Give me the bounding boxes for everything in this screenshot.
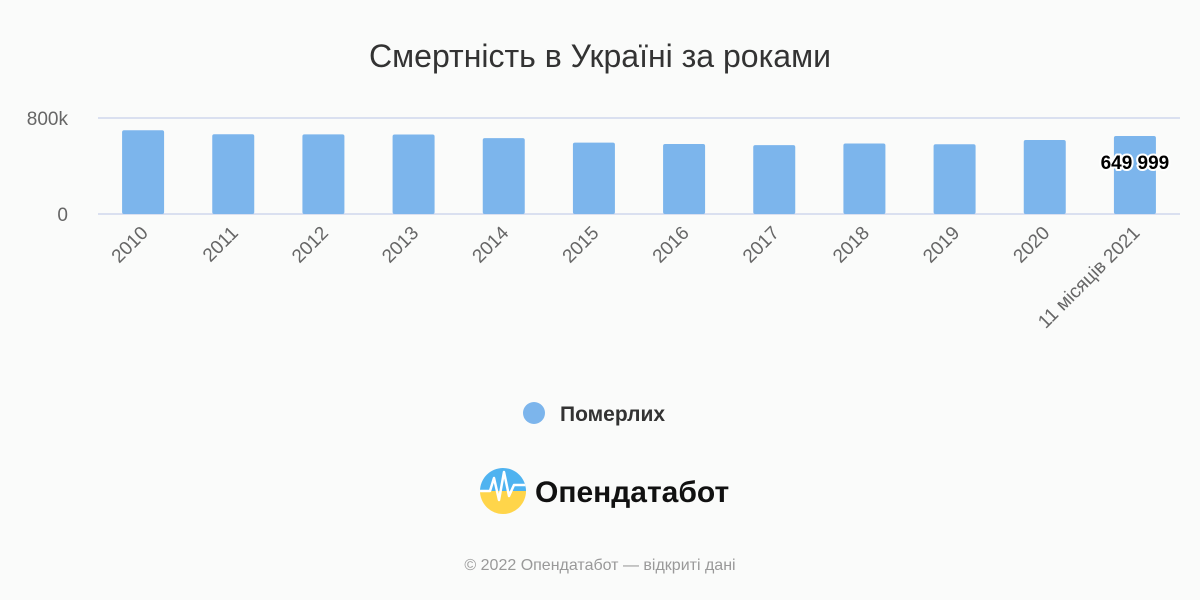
chart-title: Смертність в Україні за роками: [369, 38, 831, 74]
credits[interactable]: © 2022 Опендатабот — відкриті дані: [464, 557, 735, 574]
x-tick-label: 2010: [108, 223, 153, 268]
y-axis: 0 800k: [27, 109, 69, 226]
y-tick-label: 0: [57, 205, 68, 226]
bar-11-місяців-2021[interactable]: [1113, 136, 1156, 214]
bar-2020[interactable]: [1023, 139, 1066, 214]
bars: [122, 130, 1156, 214]
bar-2011[interactable]: [212, 134, 255, 214]
brand-name: Опендатабот: [535, 476, 729, 509]
grid-lines: [98, 117, 1180, 215]
bar-2017[interactable]: [753, 145, 796, 214]
x-tick-label: 2011: [199, 223, 243, 267]
bar-2013[interactable]: [392, 134, 435, 214]
bar-2016[interactable]: [663, 143, 706, 214]
bar-2018[interactable]: [843, 143, 886, 214]
legend[interactable]: Померлих: [523, 402, 665, 426]
x-tick-label: 2018: [829, 223, 874, 268]
y-tick-label: 800k: [27, 109, 69, 130]
legend-label-pomerlykh[interactable]: Померлих: [560, 403, 665, 426]
x-tick-label: 2020: [1010, 223, 1055, 268]
x-tick-label: 2017: [739, 223, 784, 268]
bar-2019[interactable]: [933, 144, 976, 214]
bar-2014[interactable]: [482, 138, 525, 214]
x-tick-label: 2014: [469, 222, 514, 267]
x-tick-label: 2016: [649, 223, 694, 268]
x-tick-label: 2012: [288, 223, 333, 268]
data-label: 649 999: [1101, 153, 1170, 174]
data-labels: 649 999: [1099, 151, 1172, 176]
opendatabot-logo-icon: [480, 468, 526, 514]
legend-swatch-pomerlykh[interactable]: [523, 402, 545, 424]
bar-2015[interactable]: [572, 142, 615, 214]
x-tick-label: 2015: [559, 223, 604, 268]
x-tick-label: 2019: [919, 223, 964, 268]
bar-2010[interactable]: [122, 130, 165, 214]
x-axis: 2010 2011 2012 2013 2014 2015 2016 2017 2018 2019…: [108, 222, 1145, 332]
bar-2012[interactable]: [302, 134, 345, 214]
x-tick-label: 2013: [378, 223, 423, 268]
